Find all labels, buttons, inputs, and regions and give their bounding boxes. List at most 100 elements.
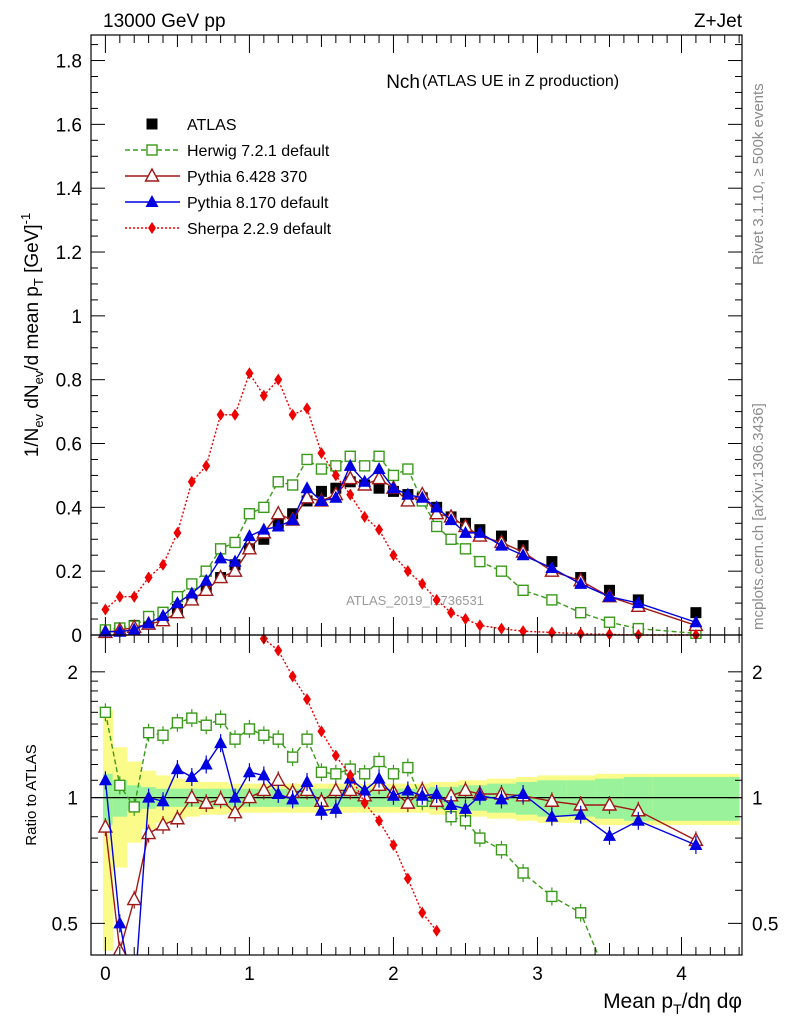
ratio-point-herwig: [373, 755, 385, 768]
ratio-y-axis-label: Ratio to ATLAS: [23, 744, 40, 845]
data-point-pythia8: [113, 624, 127, 637]
ratio-y-tick-label-right: 1: [752, 789, 763, 810]
y-tick-label: 1: [71, 307, 82, 328]
legend-label-atlas: ATLAS: [187, 117, 237, 134]
ratio-line-pythia8: [104, 741, 697, 955]
data-point-herwig: [603, 616, 616, 628]
legend-marker-herwig: [146, 144, 158, 156]
data-point-pythia8: [516, 548, 530, 561]
data-point-pythia8: [329, 490, 343, 503]
data-point-sherpa: [331, 469, 340, 482]
data-point-sherpa: [360, 510, 369, 523]
ratio-panel-frame: [90, 634, 743, 956]
data-point-pythia8: [257, 522, 271, 535]
series-pythia6: [97, 470, 704, 639]
ratio-line-pythia6: [104, 779, 697, 951]
x-tick-label: 0: [100, 964, 111, 985]
ratio-point-pythia6: [457, 782, 474, 797]
ratio-point-herwig: [272, 733, 284, 745]
legend-marker-atlas: [146, 118, 158, 130]
data-point-herwig: [445, 533, 457, 545]
data-point-pythia8: [271, 519, 285, 532]
data-point-herwig: [358, 460, 371, 472]
ratio-y-tick-label-right: 2: [752, 663, 763, 684]
ratio-point-pythia8: [458, 801, 472, 814]
ratio-point-herwig: [157, 729, 169, 741]
data-point-sherpa: [418, 577, 427, 590]
data-point-pythia8: [602, 589, 616, 602]
y-tick-label: 0.8: [56, 371, 82, 392]
data-point-sherpa: [259, 389, 268, 402]
data-point-atlas: [315, 485, 327, 497]
energy-label: 13000 GeV pp: [103, 11, 226, 32]
data-point-pythia8: [372, 462, 386, 475]
data-point-pythia8: [631, 596, 645, 609]
data-point-herwig: [546, 594, 558, 606]
ratio-point-pythia6: [184, 789, 200, 804]
main-y-axis-label: 1/Nev dNev/d mean pT [GeV]-1: [18, 213, 46, 458]
series-line-herwig: [105, 455, 696, 635]
ratio-point-pythia8: [574, 807, 588, 820]
data-point-pythia6: [227, 562, 243, 577]
ratio-point-pythia6: [256, 782, 272, 797]
data-point-pythia8: [343, 458, 357, 471]
ratio-point-herwig: [402, 761, 414, 774]
data-point-pythia6: [212, 569, 229, 584]
ratio-point-pythia6: [126, 891, 142, 906]
y-tick-label: 0.2: [56, 562, 82, 583]
data-point-pythia6: [371, 470, 387, 485]
data-point-sherpa: [497, 622, 506, 635]
data-point-pythia8: [127, 622, 141, 635]
analysis-watermark: ATLAS_2019_I1736531: [346, 593, 484, 608]
y-tick-label: 1.6: [56, 115, 82, 136]
ratio-point-pythia8: [401, 783, 415, 796]
ratio-point-pythia8: [602, 828, 616, 841]
series-pythia8: [98, 458, 703, 637]
ratio-point-pythia8: [199, 757, 213, 770]
data-point-herwig: [272, 476, 284, 488]
y-tick-label: 1.8: [56, 52, 82, 73]
data-point-pythia8: [444, 513, 458, 526]
ratio-point-pythia8: [444, 798, 458, 811]
data-point-atlas: [373, 482, 385, 494]
ratio-point-pythia8: [113, 916, 127, 929]
ratio-point-herwig: [229, 733, 241, 745]
ratio-point-sherpa: [317, 725, 326, 738]
mcplots-url-label: mcplots.cern.ch [arXiv:1306.3436]: [750, 403, 767, 630]
legend-label-sherpa: Sherpa 2.2.9 default: [187, 221, 332, 238]
data-point-pythia6: [428, 505, 445, 520]
data-point-herwig: [459, 543, 472, 555]
ratio-panel: 0.5 0.5 1 1 2 2 0 1 2 3 4 Ratio to ATLAS Mean pT/d…: [23, 634, 778, 1017]
ratio-point-herwig: [358, 768, 371, 780]
ratio-point-pythia8: [185, 770, 199, 783]
ratio-point-pythia8: [689, 838, 703, 851]
ratio-point-sherpa: [288, 670, 297, 683]
legend-marker-pythia8: [145, 195, 159, 207]
data-point-sherpa: [202, 459, 211, 472]
data-point-sherpa: [101, 603, 110, 616]
data-point-sherpa: [461, 613, 470, 626]
ratio-point-pythia6: [400, 794, 416, 809]
x-tick-label: 3: [532, 964, 543, 985]
ratio-point-sherpa: [274, 644, 283, 657]
legend-label-pythia6: Pythia 6.428 370: [187, 169, 307, 186]
data-point-herwig: [301, 453, 313, 466]
ratio-point-sherpa: [303, 693, 312, 706]
ratio-point-pythia6: [169, 810, 186, 825]
ratio-point-pythia8: [329, 801, 343, 814]
data-point-pythia6: [270, 505, 286, 520]
data-point-pythia8: [286, 513, 300, 526]
y-tick-label: 0: [71, 626, 82, 647]
data-point-herwig: [258, 501, 270, 514]
data-point-sherpa: [447, 606, 456, 619]
legend-marker-pythia6: [144, 167, 160, 182]
data-point-pythia8: [430, 500, 444, 513]
ratio-point-pythia6: [270, 771, 286, 786]
data-point-sherpa: [130, 590, 139, 603]
plot-title-main: Nch: [386, 72, 420, 93]
ratio-point-pythia8: [415, 788, 429, 801]
ratio-point-sherpa: [360, 797, 369, 810]
x-tick-label: 1: [244, 964, 255, 985]
data-point-pythia8: [142, 616, 156, 629]
